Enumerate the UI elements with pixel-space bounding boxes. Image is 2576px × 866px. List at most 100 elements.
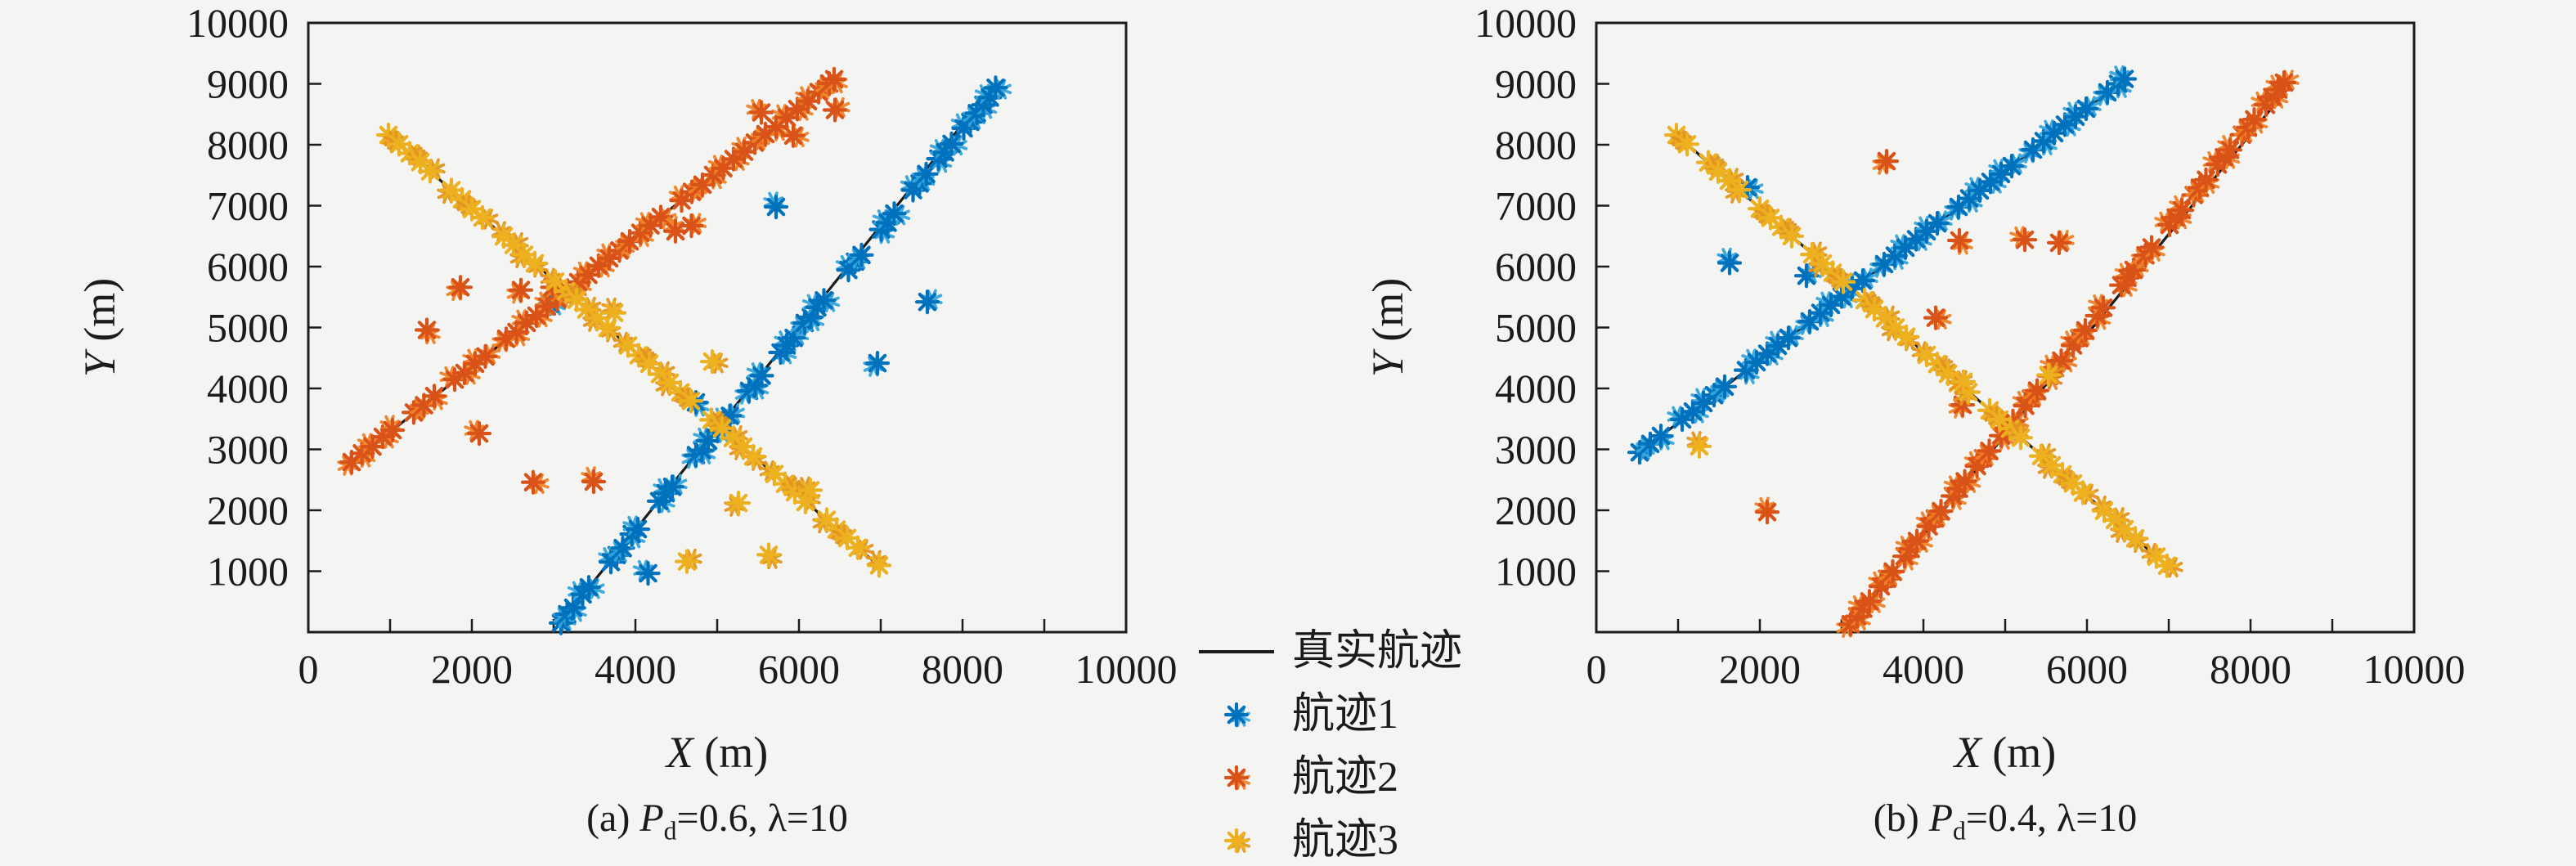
measurement-marker: [834, 525, 860, 551]
measurement-marker: [845, 535, 871, 560]
measurement-marker: [1950, 369, 1977, 394]
measurement-marker-echo: [598, 546, 619, 568]
measurement-marker: [2138, 235, 2165, 260]
measurement-marker-echo: [581, 466, 602, 487]
measurement-marker: [349, 441, 375, 466]
measurement-marker: [542, 269, 568, 294]
measurement-marker: [1952, 469, 1977, 494]
measurement-marker: [875, 210, 900, 236]
measurement-marker: [821, 66, 847, 92]
measurement-marker: [1779, 223, 1805, 249]
measurement-marker: [339, 449, 365, 475]
series-航迹1: [1627, 65, 2138, 465]
measurement-marker: [798, 304, 824, 330]
measurement-marker: [2049, 461, 2076, 487]
legend-item-true-track: 真实航迹: [1196, 620, 1462, 683]
measurement-marker: [500, 232, 527, 258]
measurement-marker: [1830, 269, 1856, 294]
series-航迹3: [375, 123, 892, 578]
measurement-marker: [2217, 137, 2243, 163]
measurement-marker-echo: [1779, 221, 1800, 242]
measurement-marker: [1871, 251, 1897, 277]
measurement-marker: [1663, 123, 1690, 148]
measurement-marker: [438, 177, 464, 203]
measurement-marker-echo: [1765, 330, 1786, 352]
measurement-marker: [763, 194, 789, 220]
measurement-marker: [717, 403, 743, 429]
measurement-marker: [586, 253, 612, 278]
measurement-marker: [1712, 374, 1738, 399]
measurement-marker: [508, 277, 534, 303]
measurement-marker: [2193, 167, 2219, 192]
measurement-marker: [806, 79, 832, 105]
measurement-marker: [1850, 268, 1876, 294]
measurement-marker: [1674, 132, 1700, 157]
measurement-marker-echo: [1988, 159, 2009, 180]
measurement-marker: [1810, 251, 1836, 276]
measurement-marker-echo: [1783, 325, 1804, 346]
measurement-marker-echo: [685, 213, 707, 234]
y-tick-label: 1000: [1495, 549, 1577, 595]
measurement-marker: [522, 250, 548, 276]
measurement-marker: [811, 288, 837, 313]
measurement-marker: [1928, 498, 1954, 524]
measurement-marker: [781, 325, 806, 351]
measurement-marker: [2112, 66, 2138, 92]
plot-b: 0 2000 4000 6000 8000 10000 1000 2000 3000 4000 50…: [1363, 0, 2466, 777]
measurement-marker: [1680, 399, 1706, 424]
measurement-marker: [595, 315, 621, 340]
measurement-marker: [1977, 169, 2004, 195]
measurement-marker: [565, 269, 591, 295]
measurement-marker: [662, 218, 689, 244]
measurement-marker: [1904, 528, 1930, 554]
y-tick-label: 3000: [1495, 427, 1577, 473]
measurement-marker: [1717, 250, 1743, 276]
measurement-marker: [913, 161, 939, 186]
measurement-marker: [1872, 306, 1898, 331]
measurement-marker-echo: [479, 343, 501, 365]
measurement-marker: [504, 320, 529, 345]
measurement-marker: [607, 238, 632, 263]
measurement-marker: [534, 294, 560, 319]
measurement-marker: [795, 88, 821, 114]
measurement-marker: [1903, 227, 1929, 252]
measurement-marker: [814, 507, 840, 532]
measurement-marker: [2112, 516, 2138, 542]
measurement-marker: [752, 121, 779, 147]
measurement-marker-echo: [1806, 241, 1828, 262]
measurement-marker-echo: [1705, 156, 1726, 177]
x-tick-label: 2000: [431, 646, 513, 692]
measurement-marker: [370, 424, 396, 450]
measurement-marker-echo: [2080, 96, 2102, 117]
measurement-marker: [1914, 218, 1940, 244]
x-tick-label: 4000: [1883, 646, 1964, 692]
measurement-marker: [1716, 168, 1742, 194]
measurement-marker: [511, 242, 537, 267]
measurement-marker: [1701, 383, 1727, 408]
measurement-marker: [667, 379, 693, 405]
measurement-marker: [674, 549, 700, 574]
measurement-marker: [1893, 324, 1919, 349]
measurement-marker: [1686, 433, 1712, 459]
track3-asterisk-icon: [1196, 823, 1277, 859]
measurement-marker: [442, 367, 468, 393]
measurement-marker-echo: [662, 216, 684, 237]
measurement-marker: [749, 363, 774, 388]
measurement-marker: [617, 229, 643, 254]
plot-b-frame: [1595, 21, 2416, 634]
measurement-marker-echo: [1861, 294, 1883, 315]
measurement-marker-echo: [2109, 507, 2130, 528]
measurement-marker-echo: [424, 158, 446, 180]
measurement-marker: [2094, 79, 2120, 105]
y-tick-label: 10000: [1474, 0, 1577, 46]
series-航迹1: [537, 75, 1012, 635]
x-tick-label: 0: [1586, 646, 1607, 692]
measurement-marker: [679, 213, 704, 239]
measurement-marker: [1754, 341, 1780, 366]
y-tick-label: 2000: [207, 487, 289, 533]
measurement-marker: [695, 428, 721, 454]
measurement-marker: [720, 146, 747, 172]
x-tick-label: 10000: [1075, 646, 1178, 692]
measurement-marker: [584, 305, 610, 331]
measurement-marker: [1955, 379, 1981, 405]
